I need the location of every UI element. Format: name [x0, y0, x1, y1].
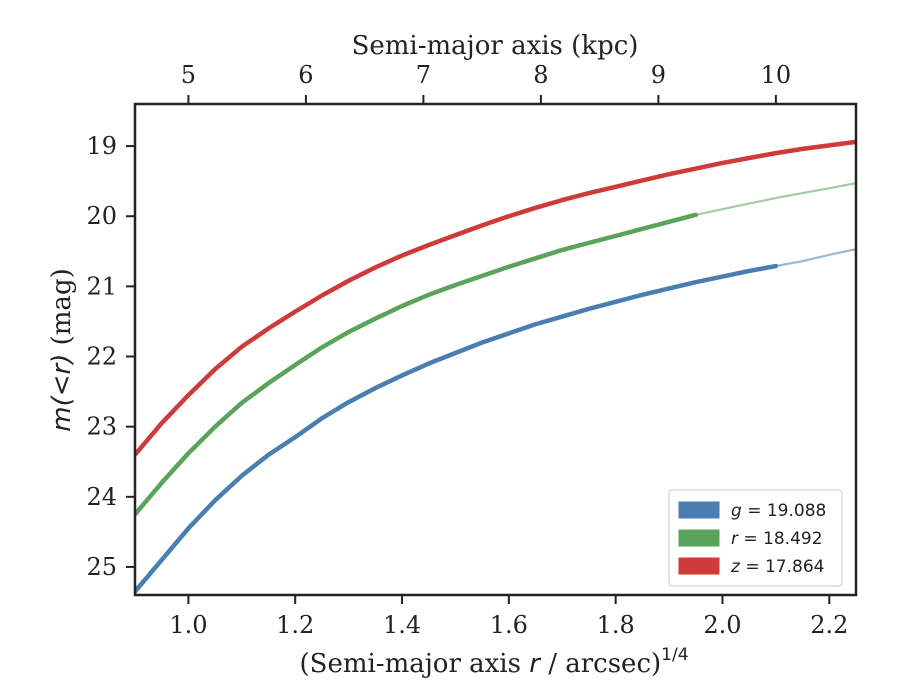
- x-axis-title-suffix: / arcsec): [540, 649, 661, 679]
- series-r-line: [135, 212, 699, 517]
- x-tick-label: 2.2: [810, 611, 848, 639]
- top-x-tick-label: 7: [416, 61, 431, 89]
- legend: g = 19.088 r = 18.492 z = 17.864: [668, 489, 843, 587]
- top-x-tick-label: 6: [298, 61, 313, 89]
- series-r-extension-line: [695, 182, 856, 216]
- y-tick-label: 20: [86, 202, 117, 230]
- y-axis-ticks: 19 20 21 22 23 24 25: [86, 132, 135, 581]
- top-x-tick-label: 10: [761, 61, 792, 89]
- x-axis-title-variable: r: [529, 649, 542, 679]
- top-x-axis-ticks: 5 6 7 8 9 10: [181, 61, 791, 104]
- y-tick-label: 24: [86, 483, 117, 511]
- y-tick-label: 21: [86, 272, 117, 300]
- y-axis-title-unit: (mag): [47, 268, 77, 353]
- top-x-axis-title: Semi-major axis (kpc): [352, 31, 639, 61]
- y-tick-label: 19: [86, 132, 117, 160]
- top-x-tick-label: 9: [651, 61, 666, 89]
- series-layer: [135, 139, 856, 594]
- x-tick-label: 1.6: [490, 611, 528, 639]
- legend-label-r: r = 18.492: [731, 529, 823, 549]
- x-tick-label: 2.0: [703, 611, 741, 639]
- x-tick-label: 1.8: [597, 611, 635, 639]
- plot-frame: [133, 102, 858, 597]
- x-tick-label: 1.4: [383, 611, 421, 639]
- top-x-tick-label: 8: [533, 61, 548, 89]
- x-tick-label: 1.0: [169, 611, 207, 639]
- y-tick-label: 22: [86, 343, 117, 371]
- legend-swatch-g: [678, 501, 720, 519]
- y-axis-title-math: m(<r): [47, 354, 77, 432]
- legend-label-z: z = 17.864: [730, 557, 824, 577]
- y-tick-label: 25: [86, 553, 117, 581]
- bottom-x-axis-ticks: 1.0 1.2 1.4 1.6 1.8 2.0 2.2: [169, 595, 848, 639]
- legend-swatch-r: [678, 529, 720, 547]
- legend-swatch-z: [678, 557, 720, 575]
- y-axis-title: m(<r) (mag): [47, 268, 77, 431]
- x-axis-title-prefix: (Semi-major axis: [299, 649, 529, 679]
- legend-label-g: g = 19.088: [731, 501, 826, 521]
- x-axis-title-exponent: 1/4: [661, 645, 688, 665]
- y-tick-label: 23: [86, 413, 117, 441]
- x-axis-title: (Semi-major axis r / arcsec)1/4: [299, 645, 688, 679]
- top-x-tick-label: 5: [181, 61, 196, 89]
- series-g-line: [135, 263, 779, 594]
- series-z-line: [135, 139, 856, 457]
- series-g-extension-line: [775, 248, 856, 268]
- x-tick-label: 1.2: [276, 611, 314, 639]
